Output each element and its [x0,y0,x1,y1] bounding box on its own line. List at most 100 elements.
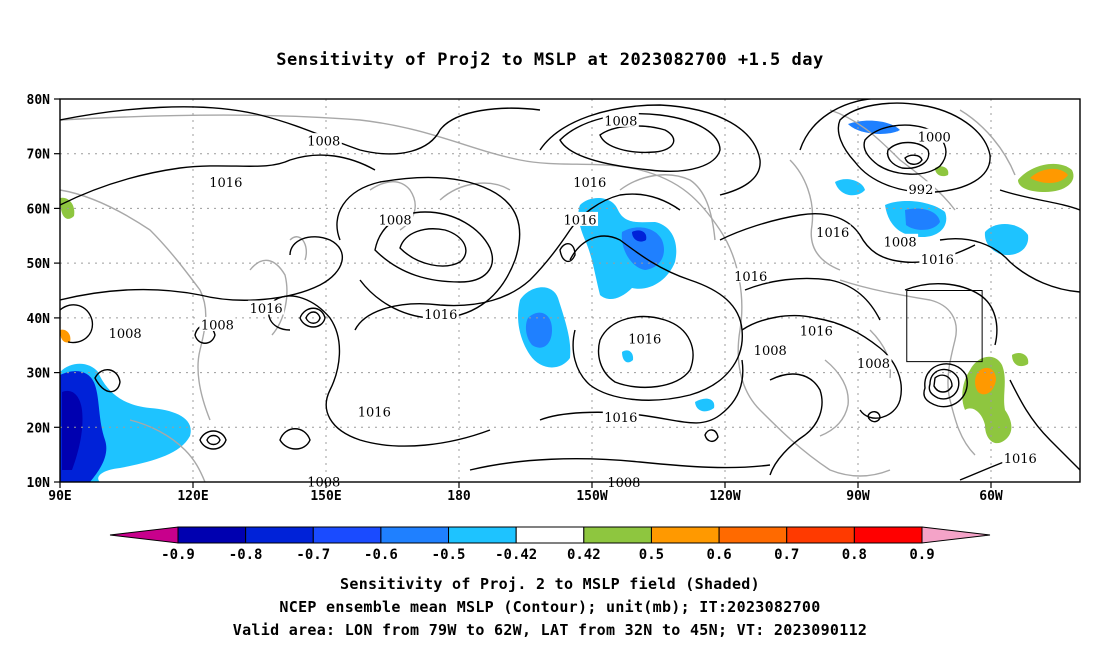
lat-label: 80N [27,93,51,108]
colorbar-label: -0.7 [296,547,330,563]
lon-label: 120W [709,489,740,504]
contour-label-bg [422,306,459,321]
contour-label-bg [882,233,919,248]
contour-label: 1016 [209,176,242,191]
longitude-labels: 90E 120E 150E 180 150W 120W 90W 60W [48,489,1003,504]
colorbar-label: -0.6 [364,547,398,563]
colorbar-label: 0.7 [774,547,799,563]
plot-frame [59,98,1081,483]
contour-label-bg [305,133,342,148]
contour-label: 1016 [604,411,637,426]
axis-ticks [54,98,992,488]
contour-label: 1008 [857,357,890,372]
contour-label: 1008 [307,135,340,150]
contour-label-bg [855,355,892,370]
contour-label: 1016 [800,324,833,339]
contour-label: 1016 [921,253,954,268]
lon-label: 90W [846,489,870,504]
caption-shading: Sensitivity of Proj. 2 to MSLP field (Sh… [340,575,760,593]
latitude-labels: 80N 70N 60N 50N 40N 30N 20N 10N [27,93,51,491]
contour-label: 1016 [1004,452,1037,467]
lat-label: 10N [27,476,51,491]
lon-label: 60W [979,489,1003,504]
contour-label-bg [814,224,851,239]
dark-blue-gulf-alaska [632,230,647,242]
colorbar-high-extension [921,526,991,544]
blue-region-baffin [848,120,900,134]
lat-label: 20N [27,421,51,436]
colorbar-label: -0.42 [495,547,537,563]
contour-label-bg [571,174,608,189]
contour-label: 1016 [628,333,661,348]
contour-label: 1008 [607,476,640,491]
colorbar-label: 0.6 [706,547,731,563]
contour-label-bg [562,211,599,226]
lon-label: 180 [447,489,471,504]
orange-region-atlantic-east [1030,168,1068,184]
contour-label: 1008 [201,318,234,333]
blue-spot-east-pacific [695,398,715,412]
lat-label: 60N [27,202,51,217]
contour-label: 1008 [379,213,412,228]
colorbar-label: -0.9 [161,547,195,563]
contour-label-bg [199,316,236,331]
contour-label-bg [602,112,639,127]
contour-label-bg [732,268,769,283]
contour-label: 1000 [918,130,951,145]
colorbar-segment [786,526,855,544]
lon-label: 120E [177,489,208,504]
colorbar-label: 0.42 [567,547,601,563]
caption-contour: NCEP ensemble mean MSLP (Contour); unit(… [279,598,821,616]
contour-label-bg [906,181,935,196]
valid-area-box [906,290,983,363]
colorbar-segment [583,526,652,544]
contour-label-bg [752,342,789,357]
contour-label: 1008 [604,114,637,129]
lat-label: 70N [27,148,51,163]
colorbar-label: -0.8 [229,547,263,563]
mid-blue-labrador-sea [905,208,940,230]
green-spot-greenland [935,166,949,177]
contour-label-bg [248,300,285,315]
contour-label-bg [356,403,393,418]
colorbar-label: 0.9 [909,547,934,563]
colorbar-segment [380,526,450,544]
colorbar-label: -0.5 [432,547,466,563]
colorbar-segment [718,526,788,544]
orange-spot-west-edge [60,329,71,343]
contour-label: 1016 [424,308,457,323]
contour-label-bg [107,325,144,340]
map-title: Sensitivity of Proj2 to MSLP at 20230827… [276,50,824,70]
colorbar-label: 0.8 [842,547,867,563]
contour-label: 1008 [754,344,787,359]
lon-label: 150E [310,489,341,504]
contour-label: 1016 [734,270,767,285]
colorbar [109,526,991,544]
lat-label: 50N [27,257,51,272]
contour-label-bg [919,251,956,266]
contour-label-bg [377,211,414,226]
contour-label-bg [207,174,244,189]
colorbar-segment [312,526,382,544]
green-spot-bermuda [1012,353,1029,367]
contour-label: 1016 [358,405,391,420]
mid-blue-central-pacific [525,312,552,348]
colorbar-low-extension [109,526,179,544]
lat-label: 30N [27,367,51,382]
contour-label: 1016 [573,176,606,191]
lon-label: 90E [48,489,71,504]
contour-label: 992 [909,183,934,198]
contour-label: 1016 [250,302,283,317]
colorbar-segment [853,526,923,544]
contour-label: 1008 [307,476,340,491]
caption-valid-area: Valid area: LON from 79W to 62W, LAT fro… [232,621,868,639]
green-region-us-east-coast [962,356,1012,444]
contour-label-bg [798,322,835,337]
colorbar-segment [245,526,314,544]
contour-label-bg [305,474,342,488]
mid-blue-gulf-alaska [621,227,665,270]
contour-label-bg [626,331,663,346]
contour-label-bg [916,128,953,143]
contour-label: 1008 [109,327,142,342]
